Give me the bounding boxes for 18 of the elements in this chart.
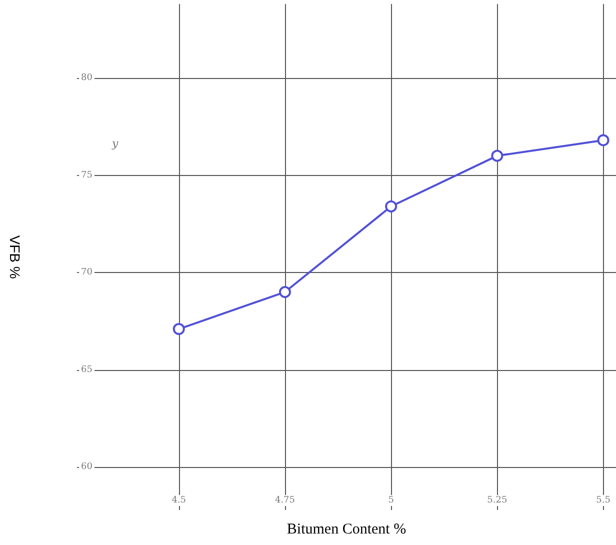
annotation: y (111, 137, 119, 150)
x-tick-label: 5.25 (487, 496, 508, 506)
y-tick-label: 75 (81, 170, 93, 180)
y-tick-label: 65 (81, 364, 93, 375)
y-tick-label: 70 (81, 268, 93, 278)
x-tick-label: 5.5 (596, 496, 611, 506)
point (491, 150, 504, 162)
point (278, 286, 291, 298)
point (597, 134, 610, 146)
y-tick-label: 80 (81, 72, 93, 83)
x-tick-label: 4.75 (274, 496, 296, 506)
x-tick-label: 5 (388, 496, 394, 506)
point (172, 323, 185, 336)
y-tick-label: 60 (81, 462, 93, 472)
point (385, 200, 398, 212)
x-tick-label: 4.5 (172, 496, 186, 506)
y-axis-title: VFB % (7, 235, 23, 279)
x-axis-title: Bitumen Content % (286, 522, 406, 538)
